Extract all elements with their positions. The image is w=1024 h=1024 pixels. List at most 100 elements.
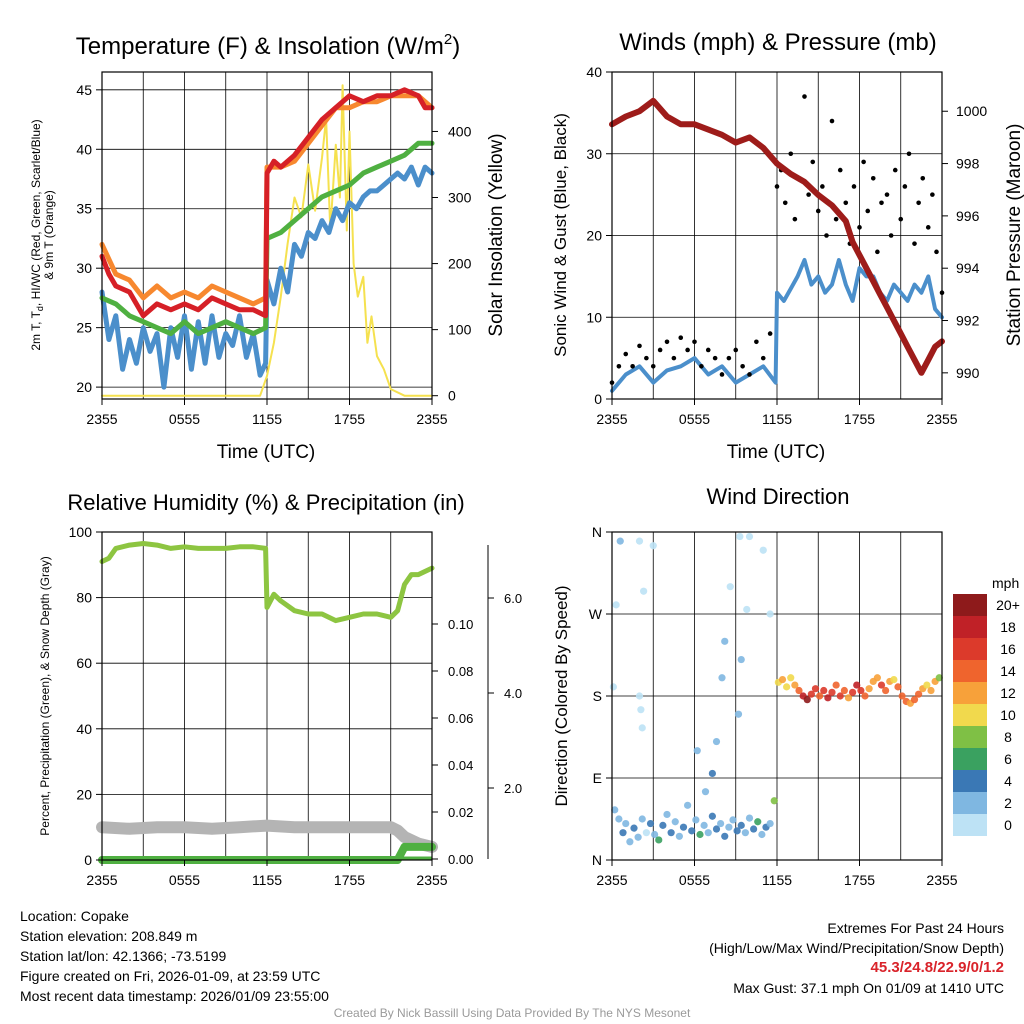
- direction-point: [923, 681, 931, 689]
- winds-gust-point: [644, 355, 649, 361]
- snow-depth-y-tick-label: 4.0: [504, 686, 522, 701]
- station-location: Location: Copake: [20, 908, 129, 924]
- direction-point: [745, 814, 754, 822]
- direction-point: [679, 823, 688, 831]
- direction-point: [795, 686, 803, 695]
- winds-gust-point: [657, 347, 663, 353]
- winds-gust-point: [861, 159, 866, 165]
- winds-gust-point: [851, 184, 857, 189]
- speed-legend-swatch: [953, 748, 987, 770]
- speed-legend-label: 2: [1004, 795, 1012, 811]
- direction-axes: N E S W N 2355 0555 1155 1755 2355: [589, 524, 958, 888]
- direction-x-tick-label: 1755: [844, 872, 875, 888]
- direction-point: [630, 824, 638, 832]
- winds-gust-point: [726, 355, 732, 361]
- winds-gust-point: [630, 364, 635, 369]
- snow-depth-y-tick-label: 6.0: [504, 591, 522, 606]
- humidity-y-tick-label: 100: [69, 524, 93, 540]
- direction-point: [894, 683, 902, 691]
- winds-axes: 0 10 20 30 40 990 992 994 996 998 1000 2355 0555 1155…: [586, 64, 987, 427]
- winds-gust-point: [824, 233, 829, 238]
- temperature-series-solar-insolation: [101, 84, 433, 397]
- humidity-y-tick-label: 80: [76, 590, 92, 606]
- humidity-x-tick-label: 2355: [416, 872, 447, 888]
- humidity-series-relative-humidity: [99, 541, 435, 624]
- direction-point: [615, 815, 623, 823]
- speed-legend-label: 20+: [996, 597, 1020, 613]
- direction-point: [712, 825, 721, 833]
- winds-gust-point: [685, 347, 690, 353]
- humidity-x-tick-label: 2355: [86, 872, 117, 888]
- speed-legend-label: 12: [1000, 685, 1016, 701]
- precip-y-tick-label: 0.02: [448, 805, 473, 820]
- direction-point: [758, 830, 766, 839]
- direction-point: [667, 829, 675, 837]
- direction-point: [910, 696, 919, 704]
- direction-point: [655, 836, 663, 844]
- direction-point: [745, 532, 754, 541]
- direction-point: [663, 810, 671, 819]
- speed-legend-swatch: [953, 726, 987, 748]
- pressure-y-tick-label: 1000: [956, 103, 987, 119]
- winds-gust-point: [774, 184, 780, 189]
- direction-point: [898, 692, 906, 700]
- speed-legend-label: 4: [1004, 773, 1012, 789]
- winds-x-tick-label: 0555: [679, 411, 710, 427]
- station-elevation: Station elevation: 208.849 m: [20, 928, 198, 944]
- direction-point: [865, 685, 873, 693]
- direction-point: [622, 819, 630, 828]
- temperature-y-tick-label: 30: [76, 260, 92, 276]
- winds-gust-point: [623, 351, 629, 357]
- direction-point: [828, 688, 836, 696]
- direction-point: [635, 692, 644, 700]
- winds-gust-point: [833, 216, 839, 222]
- winds-gust-point: [754, 339, 759, 345]
- direction-point: [737, 821, 745, 829]
- temperature-y-tick-label: 40: [76, 141, 92, 157]
- winds-gust-point: [934, 249, 939, 255]
- speed-legend: mph 20+ 18 16 14 12 10 8 6 4 2 0: [953, 575, 1020, 836]
- winds-gust-point: [857, 225, 862, 230]
- direction-point: [890, 676, 898, 684]
- precip-y-tick-label: 0.06: [448, 711, 473, 726]
- direction-point: [712, 737, 721, 746]
- winds-gust-point: [810, 159, 816, 165]
- speed-legend-label: 0: [1004, 817, 1012, 833]
- winds-y-label: Sonic Wind & Gust (Blue, Black): [551, 113, 570, 357]
- humidity-series-snow-depth: [96, 819, 438, 853]
- winds-gust-point: [740, 364, 745, 369]
- direction-point: [766, 610, 774, 618]
- winds-gust-point: [705, 347, 711, 353]
- direction-point: [637, 706, 645, 714]
- temperature-x-label: Time (UTC): [217, 442, 316, 463]
- direction-point: [750, 825, 758, 833]
- insolation-y-tick-label: 300: [448, 190, 472, 206]
- direction-point: [816, 692, 824, 700]
- winds-gust-point: [712, 355, 718, 361]
- winds-gust-point: [802, 94, 807, 99]
- direction-point: [612, 601, 620, 609]
- direction-point: [693, 747, 701, 755]
- winds-y-tick-label: 10: [586, 309, 602, 325]
- figure-created: Figure created on Fri, 2026-01-09, at 23…: [20, 968, 321, 984]
- humidity-axes: 0 20 40 60 80 100 0.00 0.02 0.04 0.06 0.08 0.10 2.0 4…: [69, 524, 522, 888]
- winds-gust-point: [616, 364, 622, 369]
- winds-gust-point: [678, 335, 684, 340]
- direction-point: [882, 686, 890, 695]
- speed-legend-label: 16: [1000, 641, 1016, 657]
- snow-depth-y-tick-label: 2.0: [504, 781, 522, 796]
- direction-point: [787, 674, 795, 682]
- direction-point: [853, 681, 861, 689]
- max-gust: Max Gust: 37.1 mph On 01/09 at 1410 UTC: [733, 980, 1004, 996]
- winds-gust-point: [767, 331, 773, 336]
- temperature-y-label-line2: & 9m T (Orange): [42, 190, 56, 280]
- winds-x-tick-label: 2355: [926, 411, 957, 427]
- direction-point: [640, 587, 648, 595]
- direction-point: [646, 819, 655, 828]
- temperature-x-tick-label: 1155: [252, 411, 282, 427]
- extremes-legend: (High/Low/Max Wind/Precipitation/Snow De…: [709, 940, 1004, 956]
- temperature-y-tick-label: 45: [76, 82, 92, 98]
- winds-grid: [612, 72, 942, 399]
- direction-point: [754, 818, 762, 826]
- direction-y-label: Direction (Colored By Speed): [552, 585, 571, 806]
